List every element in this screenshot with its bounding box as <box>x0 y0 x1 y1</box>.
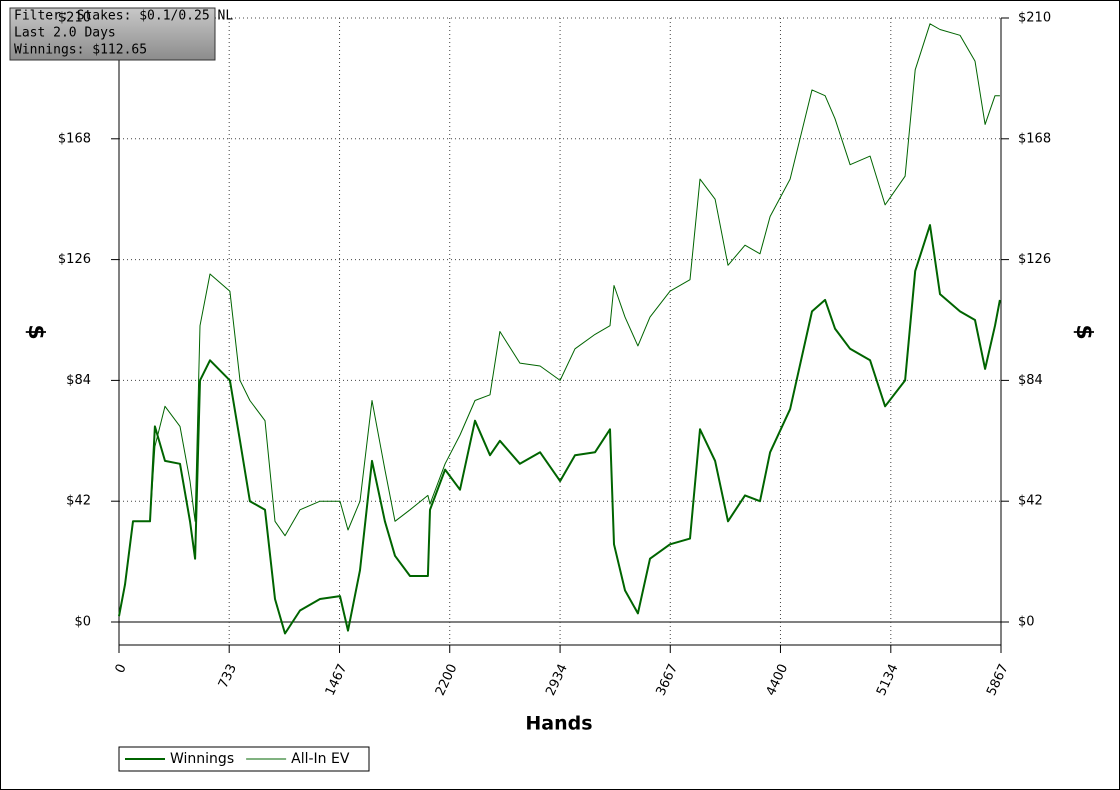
y-tick-label: $42 <box>66 494 91 509</box>
y2-tick-label: $126 <box>1018 252 1051 267</box>
y2-tick-label: $210 <box>1018 11 1051 26</box>
filter-text: Winnings: $112.65 <box>14 43 147 58</box>
y2-tick-label: $0 <box>1018 614 1035 629</box>
legend-label: All-In EV <box>291 751 350 767</box>
series-line <box>118 224 1001 635</box>
y-tick-label: $126 <box>58 252 91 267</box>
legend-label: Winnings <box>170 751 234 767</box>
y-tick-label: $84 <box>66 373 91 388</box>
filter-text: Last 2.0 Days <box>14 26 116 41</box>
y-axis-label: $ <box>23 324 48 339</box>
series-line <box>118 23 1000 617</box>
y2-tick-label: $84 <box>1018 373 1043 388</box>
y-tick-label: $168 <box>58 131 91 146</box>
y-tick-label: $210 <box>58 11 91 26</box>
plot-area <box>111 17 1009 653</box>
y2-tick-label: $42 <box>1018 494 1043 509</box>
filter-text: Filter: Stakes: $0.1/0.25 NL <box>14 9 233 24</box>
y2-axis-label: $ <box>1071 324 1096 339</box>
y-tick-label: $0 <box>74 614 91 629</box>
filter-box <box>9 7 216 61</box>
x-axis-label: Hands <box>525 713 592 735</box>
y2-tick-label: $168 <box>1018 131 1051 146</box>
